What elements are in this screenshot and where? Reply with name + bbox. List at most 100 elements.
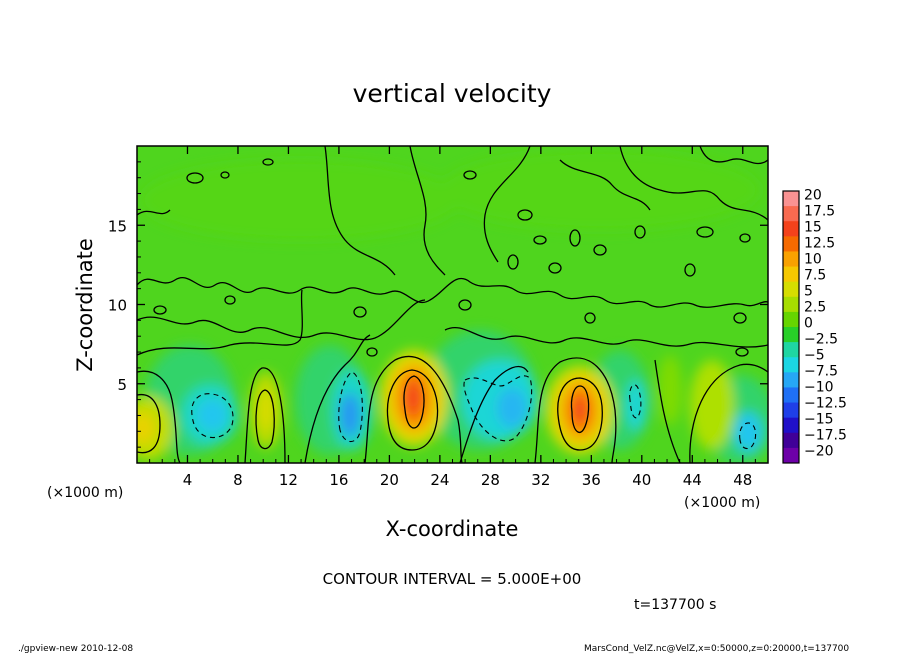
colorbar-segment bbox=[783, 327, 799, 343]
contour-lines-negative bbox=[191, 371, 757, 450]
colorbar-segment bbox=[783, 447, 799, 464]
contour-zero bbox=[364, 355, 463, 463]
contour-zero bbox=[137, 289, 303, 356]
colorbar: 2017.51512.5107.552.50−2.5−5−7.5−10−12.5… bbox=[782, 187, 847, 464]
colorbar-segment bbox=[783, 402, 799, 419]
contour-zero bbox=[409, 146, 446, 276]
contour-interval-text: CONTOUR INTERVAL = 5.000E+00 bbox=[323, 570, 582, 588]
x-tick-label: 36 bbox=[582, 471, 601, 489]
colorbar-segment bbox=[783, 281, 799, 298]
time-label: t=137700 s bbox=[634, 597, 716, 613]
contour-zero bbox=[353, 306, 367, 318]
footer-right: MarsCond_VelZ.nc@VelZ,x=0:50000,z=0:2000… bbox=[584, 644, 849, 654]
contour-lines bbox=[137, 146, 768, 463]
contour-zero bbox=[735, 347, 749, 357]
contour-zero bbox=[634, 225, 646, 239]
contour-negative bbox=[629, 384, 642, 419]
colorbar-label: 0 bbox=[804, 315, 813, 331]
contour-zero bbox=[137, 209, 171, 216]
colorbar-segment bbox=[783, 372, 799, 388]
colorbar-label: 12.5 bbox=[804, 235, 835, 251]
x-unit-label-right: (×1000 m) bbox=[684, 495, 760, 511]
colorbar-label: 20 bbox=[804, 187, 822, 203]
contour-zero bbox=[593, 244, 607, 256]
contour-zero bbox=[224, 295, 236, 305]
y-axis: 5 10 15 bbox=[108, 161, 768, 448]
x-tick-label: 32 bbox=[531, 471, 550, 489]
y-tick-label: 5 bbox=[117, 376, 127, 394]
y-axis-title: Z-coordinate bbox=[73, 238, 97, 372]
colorbar-label: −5 bbox=[804, 347, 825, 363]
contour-zero bbox=[689, 363, 768, 463]
colorbar-label: −20 bbox=[804, 443, 834, 459]
colorbar-label: −12.5 bbox=[804, 395, 847, 411]
colorbar-segment bbox=[783, 206, 799, 222]
colorbar-segment bbox=[783, 236, 799, 252]
contour-zero bbox=[137, 370, 181, 463]
contour-zero bbox=[324, 146, 396, 276]
contour-zero bbox=[584, 312, 596, 324]
colorbar-segment bbox=[783, 342, 799, 358]
contour-zero bbox=[137, 299, 426, 341]
colorbar-segment bbox=[783, 296, 799, 313]
footer-left: ./gpview-new 2010-12-08 bbox=[18, 644, 133, 654]
x-tick-label: 12 bbox=[279, 471, 298, 489]
colorbar-label: 7.5 bbox=[804, 267, 826, 283]
contour-zero bbox=[463, 170, 477, 180]
contour-plot-area bbox=[137, 146, 768, 463]
x-tick-label: 24 bbox=[430, 471, 449, 489]
colorbar-label: 2.5 bbox=[804, 299, 826, 315]
x-tick-label: 28 bbox=[481, 471, 500, 489]
contour-negative bbox=[739, 422, 757, 450]
colorbar-segment bbox=[783, 251, 799, 268]
contour-zero bbox=[654, 359, 681, 463]
colorbar-frame bbox=[782, 190, 800, 464]
x-unit-label-left: (×1000 m) bbox=[47, 485, 123, 501]
colorbar-label: −15 bbox=[804, 411, 834, 427]
contour-zero bbox=[517, 209, 533, 221]
contour-zero bbox=[619, 146, 768, 221]
contour-zero bbox=[733, 312, 747, 324]
colorbar-label: −7.5 bbox=[804, 363, 838, 379]
colorbar-segment bbox=[783, 417, 799, 434]
contour-zero bbox=[444, 327, 768, 348]
contour-zero bbox=[458, 299, 472, 311]
contour-zero bbox=[304, 334, 371, 463]
contour-zero bbox=[483, 146, 531, 263]
contour-zero bbox=[548, 262, 562, 274]
colorbar-label: 17.5 bbox=[804, 203, 835, 219]
contour-negative bbox=[463, 375, 533, 442]
contour-zero bbox=[696, 226, 714, 238]
contour-zero bbox=[739, 233, 751, 243]
contour-zero bbox=[459, 365, 529, 463]
x-axis: 4 8 12 16 20 24 28 32 36 40 44 48 bbox=[149, 146, 756, 489]
contour-zero bbox=[262, 158, 274, 166]
x-tick-label: 44 bbox=[683, 471, 702, 489]
contour-positive bbox=[137, 393, 161, 454]
colorbar-label: 10 bbox=[804, 251, 822, 267]
contour-zero bbox=[366, 347, 378, 357]
colorbar-segment bbox=[783, 191, 799, 207]
x-tick-label: 8 bbox=[233, 471, 243, 489]
colorbar-segment bbox=[783, 357, 799, 373]
contour-positive bbox=[570, 385, 590, 434]
x-tick-label: 20 bbox=[380, 471, 399, 489]
contour-positive bbox=[255, 389, 275, 450]
colorbar-segment bbox=[783, 311, 799, 328]
x-tick-label: 4 bbox=[183, 471, 193, 489]
contour-positive bbox=[557, 377, 603, 451]
contour-positive bbox=[386, 369, 439, 451]
colorbar-label: −2.5 bbox=[804, 331, 838, 347]
contour-zero bbox=[137, 277, 301, 294]
contour-negative bbox=[338, 371, 363, 443]
chart-title: vertical velocity bbox=[353, 79, 552, 108]
colorbar-segment bbox=[783, 432, 799, 449]
x-tick-label: 40 bbox=[632, 471, 651, 489]
x-axis-title: X-coordinate bbox=[386, 517, 519, 541]
colorbar-label: 5 bbox=[804, 283, 813, 299]
colorbar-label: 15 bbox=[804, 219, 822, 235]
contour-zero bbox=[299, 277, 768, 308]
contour-zero bbox=[559, 159, 651, 211]
colorbar-label: −17.5 bbox=[804, 427, 847, 443]
